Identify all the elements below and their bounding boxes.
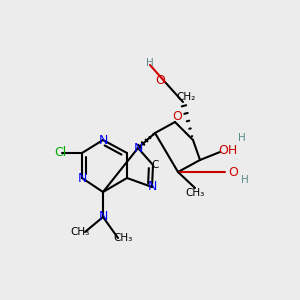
Text: N: N (98, 211, 108, 224)
Text: CH₃: CH₃ (185, 188, 205, 198)
Text: N: N (147, 181, 157, 194)
Text: CH₃: CH₃ (113, 233, 133, 243)
Text: CH₂: CH₂ (176, 92, 196, 102)
Text: C: C (151, 160, 159, 170)
Text: N: N (133, 142, 143, 154)
Text: H: H (241, 175, 249, 185)
Text: O: O (172, 110, 182, 124)
Text: Cl: Cl (54, 146, 66, 160)
Text: O: O (155, 74, 165, 86)
Text: N: N (77, 172, 87, 184)
Text: O: O (228, 166, 238, 178)
Text: N: N (98, 134, 108, 146)
Text: CH₃: CH₃ (70, 227, 90, 237)
Text: H: H (238, 133, 246, 143)
Text: OH: OH (218, 143, 238, 157)
Text: H: H (146, 58, 154, 68)
